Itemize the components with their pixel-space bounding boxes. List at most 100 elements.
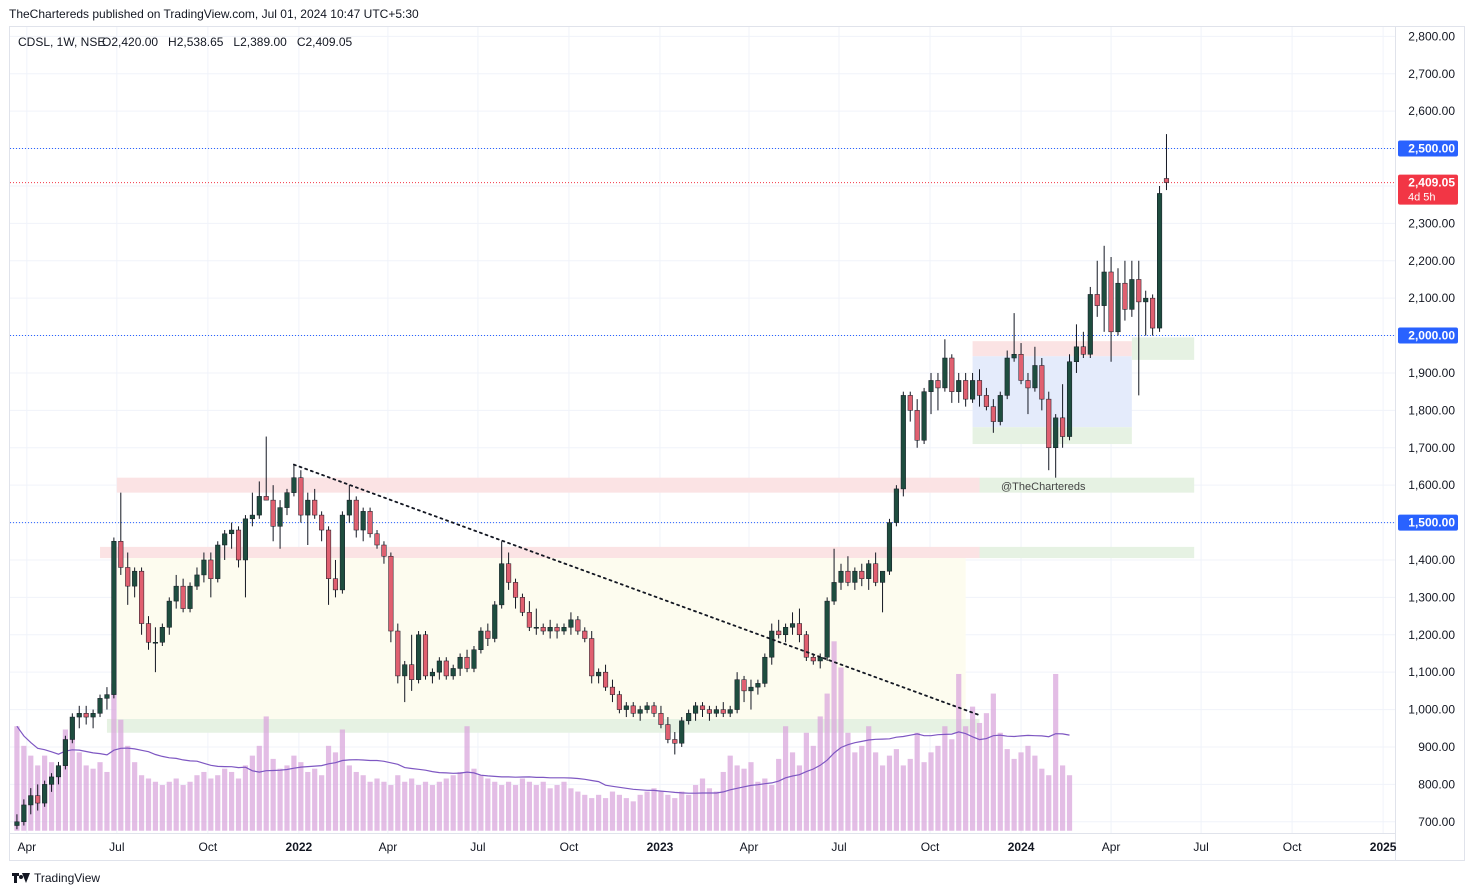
candle-body <box>983 395 989 407</box>
volume-bar <box>672 798 678 831</box>
tradingview-logo-icon <box>12 872 30 884</box>
volume-bar <box>138 775 145 831</box>
candle-body <box>1053 417 1059 449</box>
candle-body <box>506 563 512 583</box>
volume-bar <box>388 785 394 831</box>
candle-body <box>478 630 484 650</box>
candle-body <box>845 570 851 583</box>
watermark-label: @TheChartereds <box>1001 481 1086 493</box>
candle-body <box>152 642 158 644</box>
candle-body <box>256 496 262 516</box>
candle-body <box>173 585 179 602</box>
candle-body <box>762 656 768 684</box>
candle-body <box>270 499 276 527</box>
candle-body <box>1136 279 1142 303</box>
candle-body <box>699 705 706 710</box>
price-axis[interactable]: 2,800.002,700.002,600.002,500.002,400.00… <box>1398 29 1458 829</box>
candle-body <box>741 679 747 692</box>
symbol-line: CDSL, 1W, NSE <box>18 35 105 49</box>
volume-bar <box>145 778 152 831</box>
candle-body <box>512 582 519 598</box>
volume-bar <box>658 791 664 831</box>
volume-bar <box>720 771 726 831</box>
volume-bar <box>990 693 996 831</box>
volume-bar <box>152 781 159 831</box>
volume-bar <box>305 771 311 831</box>
volume-bar <box>651 788 657 831</box>
volume-bar <box>596 794 602 831</box>
volume-bar <box>512 785 519 831</box>
candle-body <box>720 709 726 714</box>
volume-bar <box>976 722 983 831</box>
zone-rect <box>979 546 1195 559</box>
volume-bar <box>935 745 941 831</box>
volume-bar <box>332 752 339 831</box>
candle-body <box>291 477 297 493</box>
volume-bar <box>609 791 616 831</box>
candle-body <box>866 563 872 579</box>
candle-body <box>305 499 311 516</box>
candle-body <box>803 634 809 658</box>
candle-body <box>880 570 886 583</box>
candle-body <box>21 804 27 823</box>
y-tick-label: 1,800.00 <box>1408 403 1455 417</box>
zone-rect <box>116 477 980 493</box>
candle-body <box>139 570 145 624</box>
candle-body <box>187 585 193 609</box>
candle-body <box>159 627 165 643</box>
volume-bar <box>554 785 560 831</box>
time-axis[interactable]: Apr Jul Oct 2022 Apr Jul Oct 2023 Apr Jul Oct 2024 A… <box>17 840 1396 854</box>
volume-bar <box>111 683 117 831</box>
volume-bar <box>776 758 782 831</box>
level-badge-label: 1,500.00 <box>1408 516 1455 530</box>
candle-body <box>416 634 422 680</box>
candle-body <box>686 713 692 722</box>
level-badge <box>1398 327 1458 344</box>
candle-body <box>734 679 740 710</box>
zone-rect <box>1131 337 1195 360</box>
candle-body <box>1115 282 1121 333</box>
candle-body <box>55 765 62 778</box>
candle-body <box>499 563 505 606</box>
candle-body <box>949 357 955 392</box>
candle-body <box>409 664 415 680</box>
volume-bar <box>873 752 879 831</box>
candle-body <box>215 544 221 579</box>
candle-body <box>166 600 172 628</box>
volume-bar <box>824 693 830 831</box>
volume-bar <box>298 762 304 831</box>
candle-body <box>1066 361 1073 437</box>
candle-body <box>97 698 103 714</box>
candle-body <box>208 559 214 579</box>
volume-bar <box>90 768 96 831</box>
candle-body <box>873 563 879 583</box>
volume-bar <box>1046 775 1052 831</box>
candle-body <box>596 671 602 677</box>
chart-header: TheChartereds published on TradingView.c… <box>9 7 419 21</box>
y-tick-label: 900.00 <box>1418 740 1455 754</box>
volume-bar <box>83 765 89 831</box>
volume-bar <box>692 785 699 831</box>
volume-bar <box>194 775 200 831</box>
volume-bar <box>132 762 138 831</box>
candle-body <box>83 713 89 718</box>
volume-bar <box>201 771 207 831</box>
candle-body <box>201 559 207 576</box>
volume-bar <box>208 778 214 831</box>
volume-bar <box>838 667 844 831</box>
volume-bar <box>270 758 276 831</box>
volume-bar <box>623 798 629 831</box>
x-tick-label: Jul <box>1193 840 1208 854</box>
volume-bar <box>97 762 103 831</box>
chart-frame <box>9 26 1465 861</box>
volume-bar <box>817 716 823 831</box>
volume-bar <box>1053 673 1059 831</box>
volume-bar <box>963 726 969 831</box>
volume-bar <box>949 739 955 831</box>
volume-bar <box>284 765 290 831</box>
level-badge <box>1398 140 1458 157</box>
volume-bar <box>159 785 165 831</box>
volume-bar <box>969 706 976 831</box>
volume-bar <box>222 768 228 831</box>
